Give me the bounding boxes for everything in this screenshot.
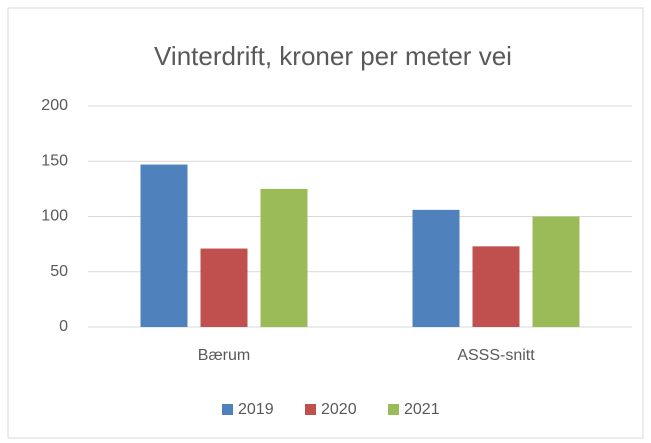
y-tick-label: 100 [41,208,68,225]
legend-label: 2019 [238,401,274,418]
legend-label: 2021 [404,401,440,418]
x-tick-label: ASSS-snitt [457,347,535,364]
y-tick-label: 0 [59,318,68,335]
y-tick-label: 200 [41,97,68,114]
x-tick-label: Bærum [198,347,250,364]
legend-swatch [388,404,399,415]
bar [140,164,188,327]
bar [472,246,520,327]
legend-swatch [305,404,316,415]
y-tick-label: 150 [41,152,68,169]
bar [412,209,460,327]
bar [260,188,308,327]
bar [200,248,248,327]
chart-title: Vinterdrift, kroner per meter vei [154,41,512,71]
legend-label: 2020 [321,401,357,418]
legend-swatch [222,404,233,415]
bar [532,216,580,327]
y-tick-label: 50 [50,263,68,280]
